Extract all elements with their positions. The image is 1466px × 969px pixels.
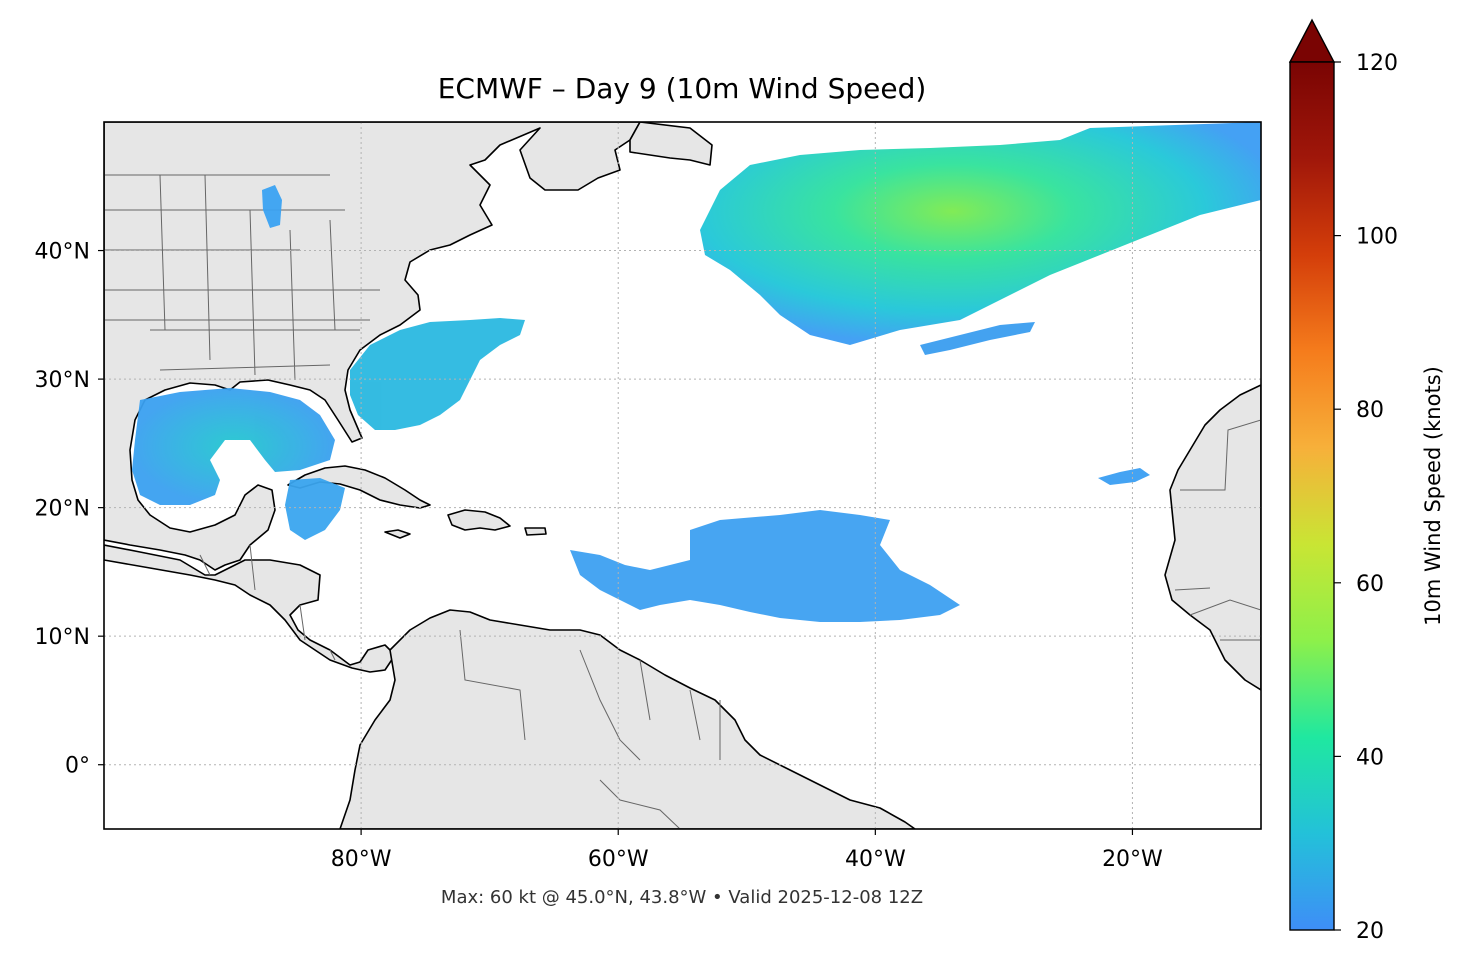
colorbar: 20 40 60 80 100 120 10m Wind Speed (knots) — [1288, 18, 1445, 944]
colorbar-ticks: 20 40 60 80 100 120 — [1334, 51, 1398, 944]
colorbar-tick-label: 100 — [1356, 225, 1398, 250]
map-frame — [103, 121, 1262, 830]
wind-region-florida-straits — [285, 478, 345, 540]
landmass-newfoundland — [629, 122, 713, 166]
colorbar-gradient — [1289, 61, 1335, 931]
landmass-africa — [1164, 384, 1261, 691]
island-hispaniola — [447, 509, 511, 531]
lat-tick-label: 30°N — [35, 368, 90, 393]
landmass-central-america — [104, 544, 396, 673]
lon-tick-label: 60°W — [588, 847, 649, 872]
colorbar-tick-label: 120 — [1356, 51, 1398, 76]
wind-region-tropical-trades — [570, 510, 960, 622]
wind-region-jet-tail — [920, 322, 1035, 355]
island-puerto-rico — [524, 527, 547, 536]
longitude-tick-labels: 80°W 60°W 40°W 20°W — [331, 829, 1163, 872]
lat-tick-label: 0° — [65, 754, 90, 779]
island-jamaica — [384, 529, 411, 539]
max-caption: Max: 60 kt @ 45.0°N, 43.8°W • Valid 2025… — [441, 887, 923, 908]
landmass-north-america — [104, 122, 641, 571]
wind-region-gulf — [132, 388, 335, 505]
landmass-south-america — [339, 609, 916, 829]
colorbar-tick-label: 80 — [1356, 398, 1384, 423]
wind-field-layer — [132, 122, 1261, 622]
colorbar-tick-label: 40 — [1356, 745, 1384, 770]
lat-tick-label: 10°N — [35, 625, 90, 650]
lon-tick-label: 20°W — [1102, 847, 1163, 872]
borders-layer — [104, 174, 1261, 829]
map-title: ECMWF – Day 9 (10m Wind Speed) — [438, 72, 927, 105]
map-panel: 80°W 60°W 40°W 20°W 40°N 30°N 20°N 10°N 0° — [35, 121, 1262, 872]
lat-tick-label: 40°N — [35, 240, 90, 265]
wind-region-canary — [1098, 468, 1150, 485]
wind-region-great-lakes — [262, 185, 282, 228]
wind-region-us-east-coast — [350, 318, 525, 430]
colorbar-tick-label: 60 — [1356, 572, 1384, 597]
colorbar-extend-arrow — [1288, 18, 1336, 63]
wind-region-north-atlantic-jet — [700, 122, 1261, 345]
land-layer — [104, 122, 1261, 829]
colorbar-label: 10m Wind Speed (knots) — [1421, 366, 1445, 626]
lon-tick-label: 40°W — [845, 847, 906, 872]
latitude-tick-labels: 40°N 30°N 20°N 10°N 0° — [35, 240, 104, 779]
lat-tick-label: 20°N — [35, 497, 90, 522]
colorbar-tick-label: 20 — [1356, 919, 1384, 944]
lon-tick-label: 80°W — [331, 847, 392, 872]
